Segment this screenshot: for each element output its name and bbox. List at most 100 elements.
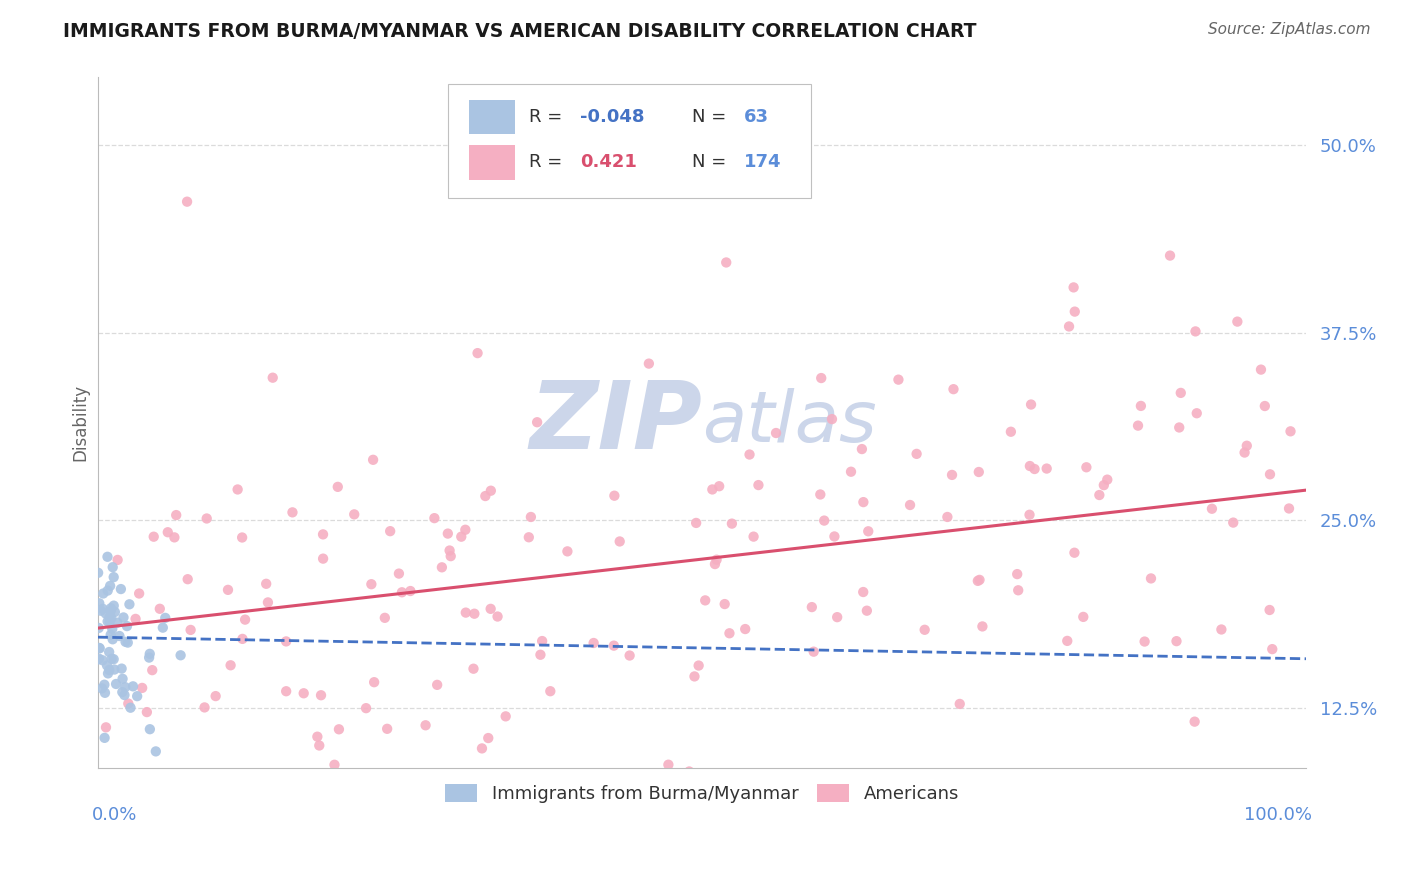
Point (704, 557, 727, 571)
Point (1076, 460, 1098, 475)
Point (1063, 546, 1085, 560)
Point (262, 370, 284, 384)
Point (118, 597, 141, 611)
Point (93, 731, 115, 745)
Point (96, 658, 118, 673)
Point (538, 684, 561, 698)
Point (312, 527, 335, 541)
Point (98, 579, 121, 593)
Text: Source: ZipAtlas.com: Source: ZipAtlas.com (1208, 22, 1371, 37)
Point (107, 615, 129, 630)
Point (195, 511, 218, 525)
Point (117, 635, 139, 649)
Point (87, 621, 110, 635)
Point (98, 615, 121, 629)
Point (426, 678, 449, 692)
Point (603, 639, 626, 653)
Point (1000, 425, 1022, 439)
Point (716, 255, 738, 269)
Point (695, 593, 717, 607)
Point (1250, 362, 1272, 376)
Point (276, 634, 298, 648)
Point (486, 609, 509, 624)
Point (463, 607, 485, 621)
FancyBboxPatch shape (468, 100, 515, 134)
Point (124, 612, 146, 626)
Point (111, 672, 134, 686)
Point (803, 645, 825, 659)
Point (463, 662, 485, 676)
Point (217, 582, 239, 597)
Point (477, 731, 499, 745)
Point (430, 560, 453, 574)
Point (969, 573, 991, 587)
Point (281, 505, 304, 519)
Point (1129, 399, 1152, 413)
Point (1097, 473, 1119, 487)
Point (851, 442, 873, 456)
Point (180, 623, 202, 637)
Point (808, 487, 831, 501)
Point (139, 722, 162, 736)
Point (89, 640, 111, 655)
Point (738, 448, 761, 462)
Point (765, 425, 787, 440)
Point (87, 651, 110, 665)
Point (454, 523, 477, 537)
Point (114, 635, 136, 649)
Point (678, 764, 700, 779)
Point (1226, 315, 1249, 329)
Point (391, 585, 413, 599)
Point (479, 602, 502, 616)
Point (354, 701, 377, 715)
Point (619, 648, 641, 663)
Text: N =: N = (692, 108, 733, 126)
Point (312, 551, 335, 566)
Point (852, 585, 875, 599)
Point (100, 611, 122, 625)
Point (742, 530, 765, 544)
Point (96, 549, 118, 564)
Point (967, 465, 990, 479)
Point (111, 662, 134, 676)
Point (1168, 420, 1191, 434)
Point (254, 576, 277, 591)
Point (718, 626, 741, 640)
Point (374, 611, 396, 625)
Point (858, 524, 880, 539)
Point (326, 480, 349, 494)
Point (169, 648, 191, 663)
Point (1254, 399, 1277, 413)
Point (91, 586, 114, 600)
Point (131, 681, 153, 695)
Point (1063, 304, 1085, 318)
Point (155, 611, 177, 625)
Point (721, 516, 744, 531)
Point (557, 544, 579, 558)
Point (1007, 583, 1029, 598)
Point (360, 577, 382, 591)
Point (657, 757, 679, 772)
Point (1279, 425, 1302, 439)
Point (90, 681, 112, 696)
Point (308, 739, 330, 753)
Point (120, 700, 142, 714)
FancyBboxPatch shape (449, 85, 811, 198)
Point (101, 560, 124, 574)
Point (914, 623, 936, 637)
Point (1056, 633, 1078, 648)
Point (479, 483, 502, 498)
Point (226, 483, 249, 497)
Point (1024, 462, 1046, 476)
Point (1159, 249, 1181, 263)
Text: IMMIGRANTS FROM BURMA/MYANMAR VS AMERICAN DISABILITY CORRELATION CHART: IMMIGRANTS FROM BURMA/MYANMAR VS AMERICA… (63, 22, 977, 41)
Point (1170, 385, 1192, 400)
Point (495, 709, 517, 723)
Point (1201, 501, 1223, 516)
Point (747, 478, 769, 492)
Point (115, 619, 138, 633)
Point (89, 596, 111, 610)
Point (104, 605, 127, 619)
Point (100, 652, 122, 666)
Point (1258, 467, 1281, 482)
